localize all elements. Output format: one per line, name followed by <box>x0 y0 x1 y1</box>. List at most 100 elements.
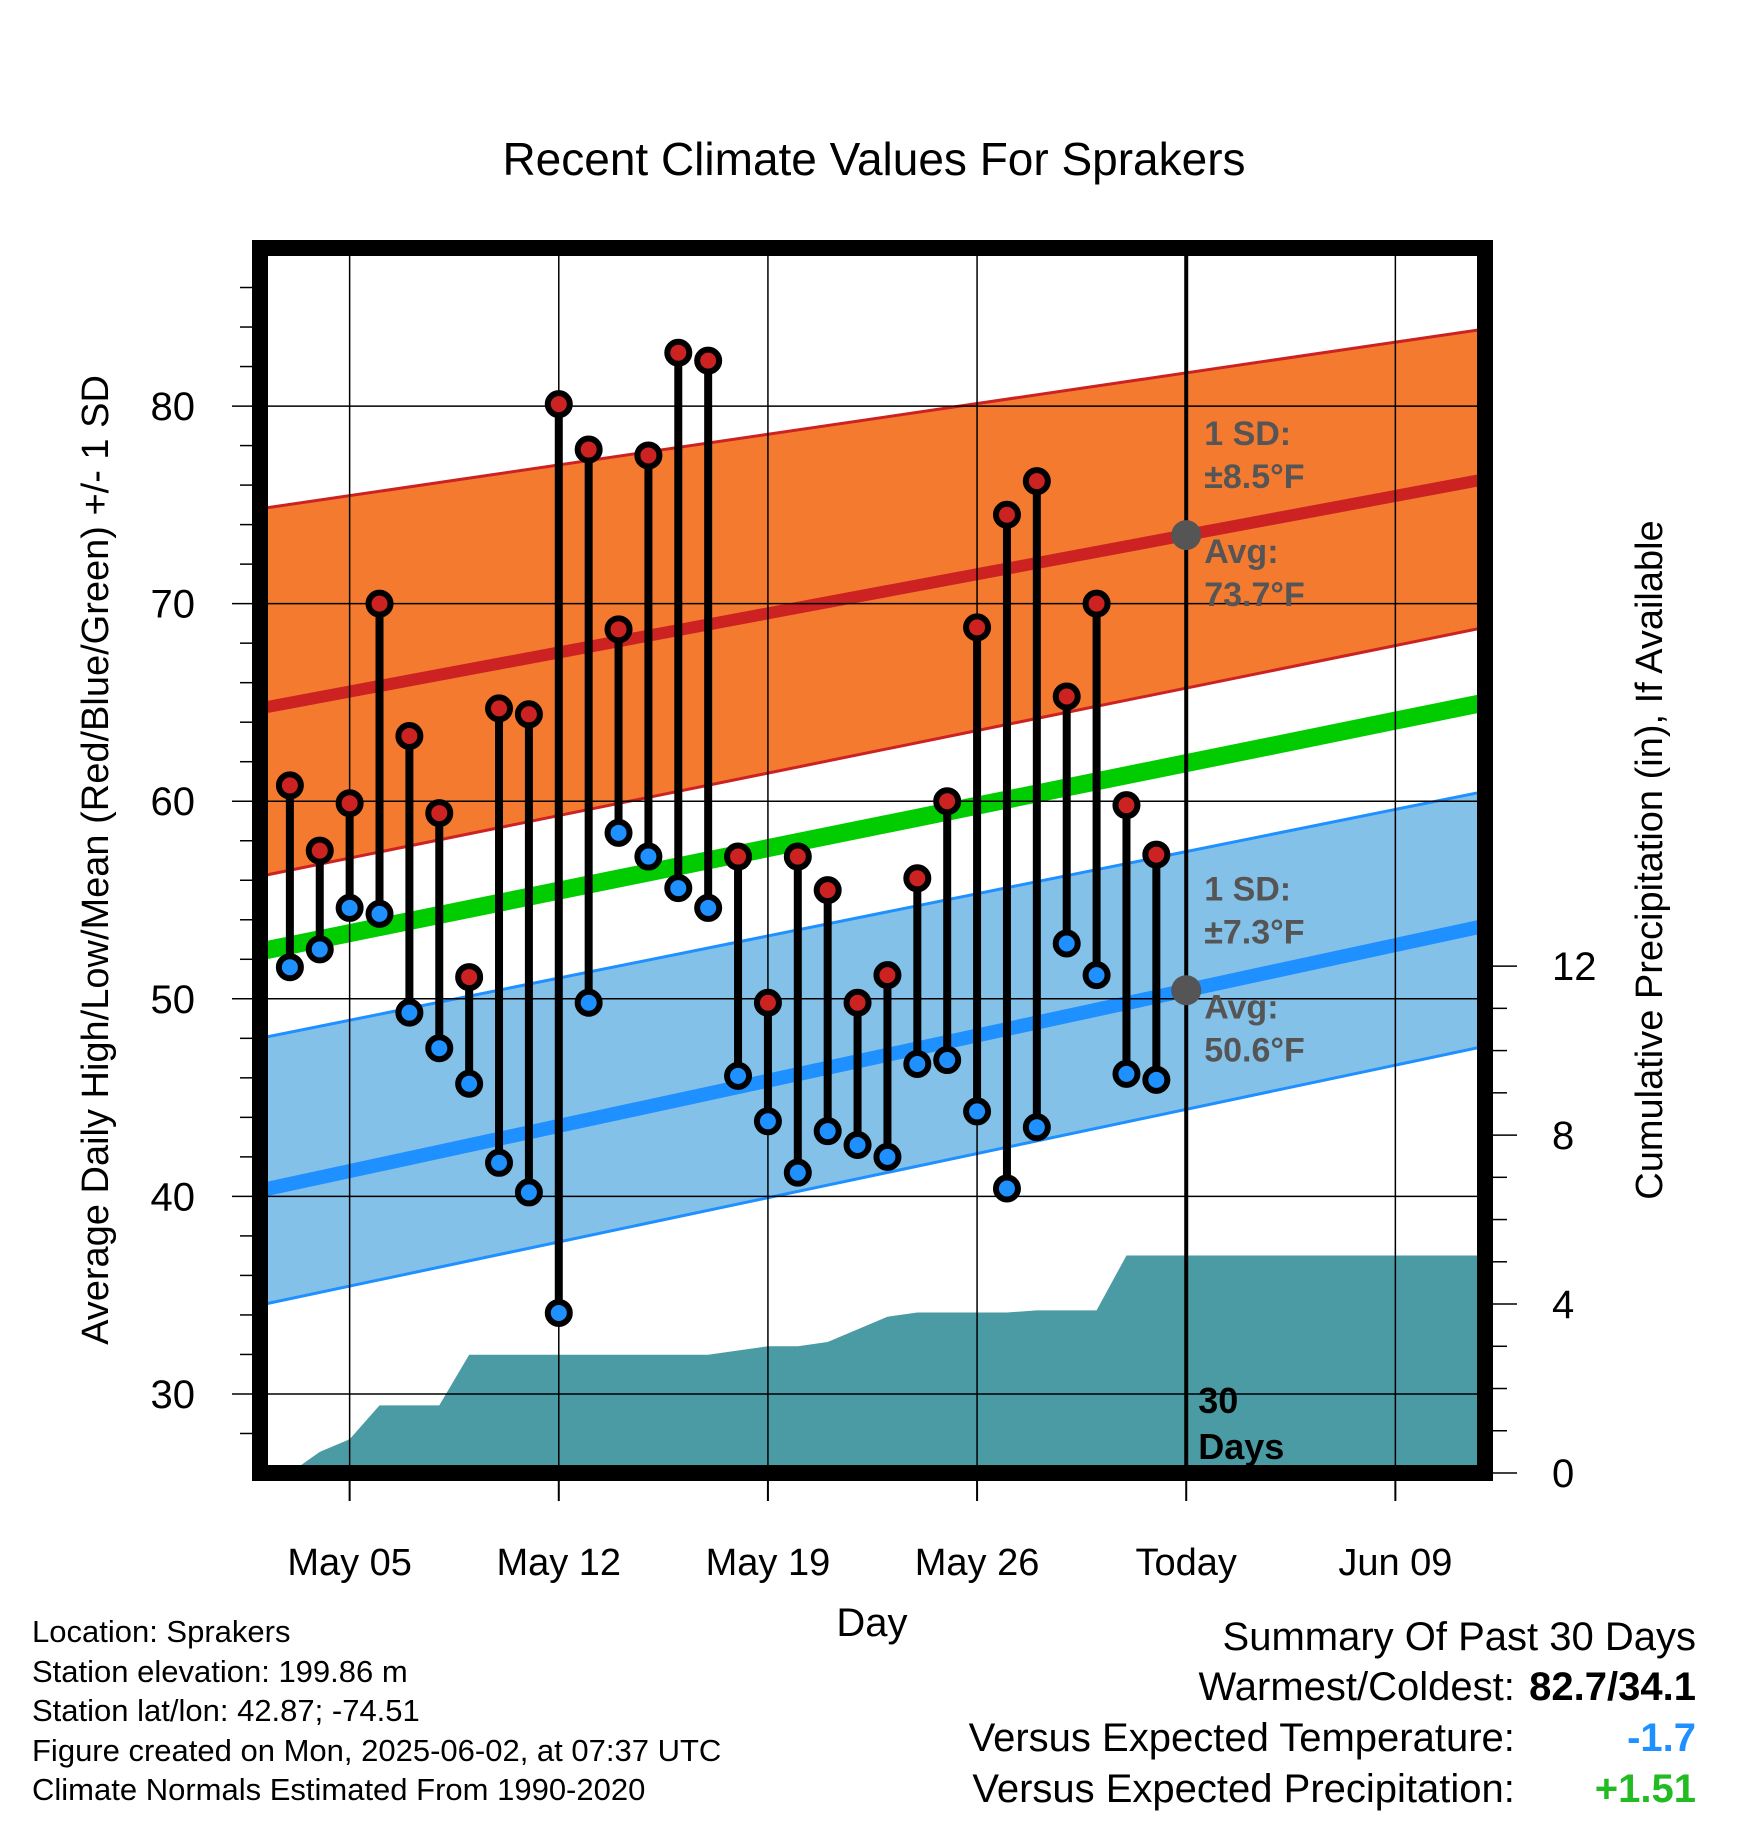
today-window-label: 30 <box>1198 1380 1238 1421</box>
low-point <box>1052 929 1081 958</box>
low-point <box>724 1061 753 1090</box>
y2-axis-label: Cumulative Precipitation (in), If Availa… <box>1629 520 1671 1199</box>
normal-annotations: 1 SD: ±8.5°F Avg: 73.7°F 1 SD: ±7.3°F Avg: 50.6… <box>1171 415 1305 1467</box>
high-point <box>933 787 962 816</box>
low-point <box>1112 1059 1141 1088</box>
plot-frame <box>252 240 1493 1481</box>
low-point <box>1082 961 1111 990</box>
low-point <box>634 842 663 871</box>
high-avg-marker <box>1171 520 1202 551</box>
high-point <box>753 988 782 1017</box>
high-point <box>395 722 424 751</box>
low-point <box>514 1178 543 1207</box>
high-avg-line <box>260 473 1485 715</box>
precip-anomaly-row: Versus Expected Precipitation: +1.51 <box>969 1764 1696 1815</box>
low-point <box>275 953 304 982</box>
high-point <box>1052 682 1081 711</box>
low-point <box>933 1046 962 1075</box>
x-tick-label: May 26 <box>915 1542 1040 1584</box>
high-point <box>724 842 753 871</box>
mean-avg-line <box>260 693 1485 961</box>
y-axis-label: Average Daily High/Low/Mean (Red/Blue/Gr… <box>75 375 117 1345</box>
high-point <box>604 615 633 644</box>
high-point <box>992 500 1021 529</box>
high-point <box>425 799 454 828</box>
station-info: Location: Sprakers Station elevation: 19… <box>32 1612 721 1810</box>
low-point <box>753 1107 782 1136</box>
y-tick-label: 70 <box>151 583 196 627</box>
low-point <box>485 1148 514 1177</box>
low-sd-annotation: ±7.3°F <box>1204 913 1304 951</box>
low-point <box>395 998 424 1027</box>
high-point <box>485 694 514 723</box>
temp-anomaly-label: Versus Expected Temperature: <box>968 1716 1515 1760</box>
high-point <box>1142 840 1171 869</box>
y-tick-label: 40 <box>151 1175 196 1219</box>
low-point <box>1142 1065 1171 1094</box>
precip-anomaly-label: Versus Expected Precipitation: <box>972 1767 1515 1811</box>
low-point <box>365 899 394 928</box>
summary-title: Summary Of Past 30 Days <box>1222 1615 1696 1659</box>
x-tick-label: Jun 09 <box>1338 1542 1452 1584</box>
high-point <box>903 864 932 893</box>
high-point <box>305 836 334 865</box>
x-tick-label: Today <box>1136 1542 1237 1584</box>
summary-panel: Summary Of Past 30 Days Warmest/Coldest:… <box>969 1612 1696 1815</box>
x-tick-label: May 19 <box>706 1542 831 1584</box>
low-point <box>574 988 603 1017</box>
high-point <box>634 441 663 470</box>
elevation-text: Station elevation: 199.86 m <box>32 1653 408 1689</box>
high-point <box>664 338 693 367</box>
low-avg-line <box>260 918 1485 1198</box>
x-axis-label: Day <box>836 1601 907 1645</box>
low-point <box>783 1158 812 1187</box>
y2-tick-label: 12 <box>1552 945 1597 989</box>
location-text: Location: Sprakers <box>32 1614 291 1649</box>
high-point <box>1112 791 1141 820</box>
high-point <box>574 435 603 464</box>
low-point <box>455 1069 484 1098</box>
y2-tick-label: 8 <box>1552 1114 1574 1158</box>
high-point <box>1082 589 1111 618</box>
high-point <box>873 961 902 990</box>
high-point <box>963 613 992 642</box>
created-text: Figure created on Mon, 2025-06-02, at 07… <box>32 1732 722 1768</box>
high-avg-annotation: 73.7°F <box>1204 576 1305 614</box>
high-point <box>544 390 573 419</box>
latlon-text: Station lat/lon: 42.87; -74.51 <box>32 1693 420 1728</box>
high-point <box>783 842 812 871</box>
high-sd-annotation: ±8.5°F <box>1204 458 1304 496</box>
x-tick-label: May 12 <box>496 1542 621 1584</box>
low-point <box>544 1298 573 1327</box>
warm-cold-row: Warmest/Coldest: 82.7/34.1 <box>969 1662 1697 1713</box>
warm-cold-value: 82.7/34.1 <box>1529 1665 1696 1709</box>
low-sd-annotation: 1 SD: <box>1204 870 1291 908</box>
high-sd-band <box>260 327 1485 878</box>
high-point <box>843 988 872 1017</box>
low-point <box>813 1117 842 1146</box>
low-sd-band <box>260 789 1485 1307</box>
plot-area <box>260 327 1485 1473</box>
warm-cold-label: Warmest/Coldest: <box>1198 1665 1515 1709</box>
y2-tick-label: 4 <box>1552 1283 1574 1327</box>
axes: May 05 May 12 May 19 May 26 Today Jun 0930405… <box>151 286 1597 1584</box>
high-point <box>1022 467 1051 496</box>
low-point <box>843 1131 872 1160</box>
low-point <box>664 874 693 903</box>
y-tick-label: 50 <box>151 978 196 1022</box>
high-sd-annotation: 1 SD: <box>1204 415 1291 453</box>
precip-area <box>260 1255 1485 1473</box>
high-point <box>365 589 394 618</box>
low-point <box>903 1050 932 1079</box>
high-point <box>813 876 842 905</box>
low-avg-marker <box>1171 975 1202 1006</box>
y-tick-label: 30 <box>151 1373 196 1417</box>
low-point <box>425 1034 454 1063</box>
low-avg-annotation: Avg: <box>1204 988 1278 1026</box>
low-point <box>694 893 723 922</box>
low-point <box>604 818 633 847</box>
high-point <box>694 346 723 375</box>
y-tick-label: 60 <box>151 780 196 824</box>
low-point <box>963 1097 992 1126</box>
